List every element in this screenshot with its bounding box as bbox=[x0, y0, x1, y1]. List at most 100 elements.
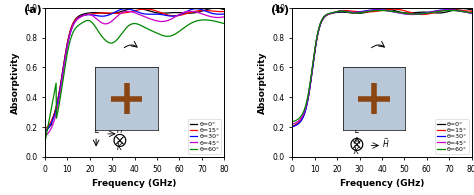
θ=15° bbox=[371, 11, 376, 13]
θ=30° bbox=[321, 16, 327, 18]
θ=30° bbox=[177, 13, 183, 16]
Line: θ=15°: θ=15° bbox=[45, 9, 224, 129]
θ=0° bbox=[74, 17, 80, 19]
θ=60° bbox=[290, 121, 295, 123]
Line: θ=45°: θ=45° bbox=[45, 11, 224, 136]
θ=30° bbox=[193, 8, 199, 10]
θ=0° bbox=[88, 12, 94, 14]
Line: θ=60°: θ=60° bbox=[292, 11, 472, 122]
θ=45° bbox=[395, 12, 401, 14]
θ=15° bbox=[321, 16, 327, 18]
θ=30° bbox=[88, 14, 94, 16]
θ=45° bbox=[177, 13, 183, 15]
θ=60° bbox=[425, 12, 430, 14]
θ=15° bbox=[410, 12, 415, 14]
θ=45° bbox=[148, 18, 154, 20]
θ=15° bbox=[42, 128, 48, 130]
Text: (a): (a) bbox=[24, 5, 41, 15]
Line: θ=45°: θ=45° bbox=[292, 10, 472, 124]
Line: θ=30°: θ=30° bbox=[292, 10, 472, 127]
θ=15° bbox=[336, 10, 341, 12]
θ=0° bbox=[221, 8, 227, 11]
θ=45° bbox=[162, 20, 168, 22]
θ=15° bbox=[74, 17, 80, 20]
θ=45° bbox=[446, 9, 451, 11]
θ=15° bbox=[143, 8, 148, 10]
θ=0° bbox=[290, 125, 295, 128]
θ=60° bbox=[148, 29, 154, 31]
Legend: θ=0°, θ=15°, θ=30°, θ=45°, θ=60°: θ=0°, θ=15°, θ=30°, θ=45°, θ=60° bbox=[435, 120, 468, 154]
θ=30° bbox=[336, 10, 341, 13]
Text: $\vec{E}$: $\vec{E}$ bbox=[93, 122, 100, 136]
θ=0° bbox=[425, 11, 430, 13]
θ=0° bbox=[395, 11, 401, 13]
θ=60° bbox=[162, 35, 168, 37]
θ=45° bbox=[88, 14, 94, 16]
θ=30° bbox=[162, 14, 168, 16]
θ=0° bbox=[410, 12, 415, 14]
θ=30° bbox=[445, 9, 450, 11]
Legend: θ=0°, θ=15°, θ=30°, θ=45°, θ=60°: θ=0°, θ=15°, θ=30°, θ=45°, θ=60° bbox=[188, 120, 221, 154]
θ=0° bbox=[380, 7, 386, 10]
θ=15° bbox=[425, 13, 430, 15]
θ=45° bbox=[74, 19, 80, 21]
Text: $\bigotimes$: $\bigotimes$ bbox=[112, 130, 127, 149]
θ=45° bbox=[42, 135, 48, 138]
θ=0° bbox=[162, 12, 168, 14]
θ=45° bbox=[187, 10, 193, 12]
θ=15° bbox=[177, 14, 183, 16]
θ=60° bbox=[123, 27, 129, 29]
Line: θ=0°: θ=0° bbox=[292, 9, 472, 127]
Line: θ=30°: θ=30° bbox=[45, 9, 224, 132]
θ=60° bbox=[42, 141, 48, 143]
θ=15° bbox=[290, 126, 295, 128]
Line: θ=0°: θ=0° bbox=[45, 8, 224, 132]
Text: $\vec{K}$: $\vec{K}$ bbox=[353, 143, 361, 157]
θ=60° bbox=[221, 22, 227, 25]
θ=60° bbox=[336, 10, 341, 12]
θ=0° bbox=[321, 16, 327, 19]
θ=45° bbox=[321, 16, 327, 18]
θ=30° bbox=[425, 11, 430, 14]
θ=60° bbox=[88, 20, 94, 23]
Line: θ=60°: θ=60° bbox=[45, 20, 224, 142]
θ=30° bbox=[123, 8, 129, 10]
θ=30° bbox=[42, 131, 48, 133]
θ=30° bbox=[395, 12, 401, 14]
θ=60° bbox=[377, 9, 383, 12]
θ=60° bbox=[202, 19, 208, 21]
θ=45° bbox=[336, 10, 341, 12]
θ=30° bbox=[371, 9, 376, 11]
θ=0° bbox=[42, 130, 48, 133]
θ=45° bbox=[123, 10, 129, 13]
X-axis label: Frequency (GHz): Frequency (GHz) bbox=[92, 179, 177, 188]
Text: $\bigotimes$: $\bigotimes$ bbox=[349, 135, 365, 153]
Text: $\vec{H}$: $\vec{H}$ bbox=[116, 122, 123, 136]
Text: $\vec{H}$: $\vec{H}$ bbox=[382, 136, 390, 150]
θ=15° bbox=[162, 13, 168, 15]
θ=45° bbox=[371, 9, 376, 11]
θ=0° bbox=[133, 7, 139, 9]
θ=45° bbox=[425, 12, 430, 14]
θ=0° bbox=[148, 10, 154, 13]
θ=45° bbox=[221, 16, 227, 18]
θ=60° bbox=[321, 15, 327, 18]
θ=0° bbox=[177, 12, 183, 14]
θ=15° bbox=[395, 8, 401, 11]
θ=30° bbox=[469, 12, 474, 14]
θ=0° bbox=[371, 9, 376, 11]
θ=0° bbox=[469, 9, 474, 11]
θ=15° bbox=[221, 10, 227, 13]
Y-axis label: Absorptivity: Absorptivity bbox=[11, 51, 20, 114]
θ=15° bbox=[88, 13, 94, 15]
X-axis label: Frequency (GHz): Frequency (GHz) bbox=[340, 179, 424, 188]
θ=15° bbox=[123, 12, 129, 14]
θ=60° bbox=[177, 30, 183, 32]
Text: $\vec{K}$: $\vec{K}$ bbox=[116, 139, 123, 153]
θ=15° bbox=[469, 10, 474, 12]
θ=60° bbox=[371, 10, 376, 12]
θ=30° bbox=[221, 13, 227, 15]
θ=15° bbox=[148, 8, 154, 11]
θ=30° bbox=[148, 13, 154, 15]
θ=0° bbox=[123, 9, 129, 11]
